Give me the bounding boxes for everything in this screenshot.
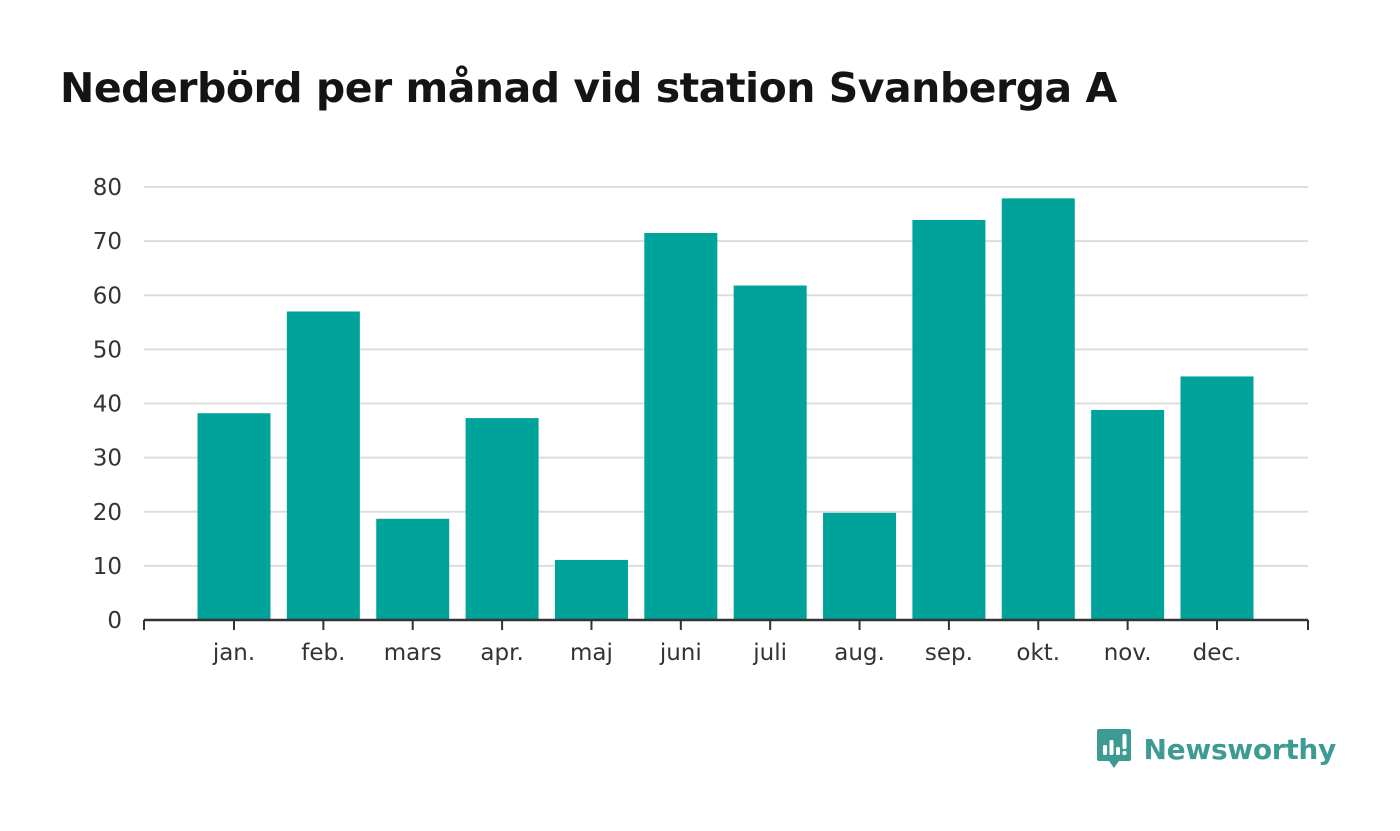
y-tick-label-0: 0 xyxy=(107,608,122,634)
y-tick-label-70: 70 xyxy=(93,229,122,255)
bars xyxy=(197,198,1254,621)
x-axis xyxy=(143,618,1309,630)
x-axis-tick-labels: jan. feb. mars apr. maj juni juli aug. sep. okt. n… xyxy=(212,640,1242,666)
x-tick-label-jan: jan. xyxy=(212,640,255,666)
bar-sep xyxy=(912,220,986,621)
x-tick-label-juli: juli xyxy=(752,640,787,666)
y-tick-label-50: 50 xyxy=(93,337,122,363)
y-tick-label-10: 10 xyxy=(93,554,122,580)
x-tick-label-juni: juni xyxy=(659,640,702,666)
bar-juli xyxy=(733,285,807,620)
bar-apr xyxy=(465,418,539,620)
bar-mars xyxy=(376,518,450,620)
bar-nov xyxy=(1091,409,1165,620)
bar-aug xyxy=(823,512,897,620)
y-axis-tick-labels: 0 10 20 30 40 50 60 70 80 xyxy=(93,175,122,634)
x-tick-label-okt: okt. xyxy=(1016,640,1060,666)
bar-jan xyxy=(197,413,271,620)
x-tick-label-dec: dec. xyxy=(1193,640,1242,666)
x-tick-label-apr: apr. xyxy=(480,640,523,666)
x-tick-label-maj: maj xyxy=(570,640,613,666)
newsworthy-brand: Newsworthy xyxy=(1096,727,1336,771)
x-tick-label-nov: nov. xyxy=(1104,640,1152,666)
bar-feb xyxy=(286,311,360,620)
bar-okt xyxy=(1001,198,1075,620)
x-tick-label-feb: feb. xyxy=(301,640,345,666)
bar-maj xyxy=(554,559,628,620)
bar-juni xyxy=(644,233,718,620)
brand-name: Newsworthy xyxy=(1143,732,1337,766)
x-tick-label-aug: aug. xyxy=(834,640,885,666)
y-tick-label-30: 30 xyxy=(93,446,122,472)
y-tick-label-60: 60 xyxy=(93,283,122,309)
y-tick-label-40: 40 xyxy=(93,392,122,418)
y-tick-label-80: 80 xyxy=(93,175,122,201)
x-tick-label-mars: mars xyxy=(384,640,442,666)
bar-dec xyxy=(1180,376,1254,620)
newsworthy-logo-icon xyxy=(1096,729,1131,768)
chart-title: Nederbörd per månad vid station Svanberg… xyxy=(60,64,1117,112)
y-tick-label-20: 20 xyxy=(93,500,122,526)
x-tick-label-sep: sep. xyxy=(925,640,973,666)
